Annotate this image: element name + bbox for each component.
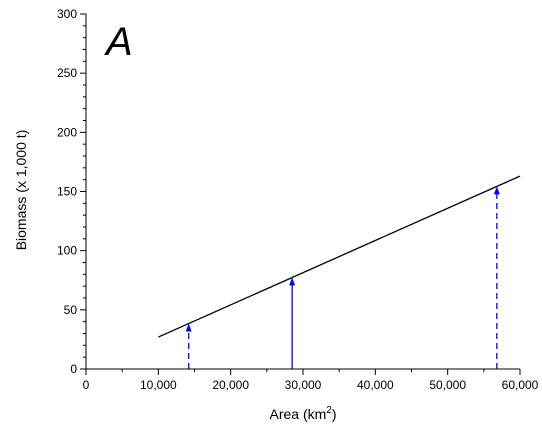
- regression-line: [158, 175, 521, 338]
- y-tick-label: 50: [64, 303, 78, 317]
- plot-area: [158, 175, 521, 369]
- panel-label: A: [104, 20, 133, 64]
- x-tick-label: 60,000: [502, 378, 539, 392]
- x-tick-label: 10,000: [140, 378, 177, 392]
- y-tick-label: 150: [57, 185, 77, 199]
- x-tick-label: 0: [83, 378, 90, 392]
- y-axis-title: Biomass (x 1,000 t): [13, 130, 29, 251]
- axes: 0 10,000 20,000 30,000 40,000 50,000 60,000 0 50…: [57, 7, 539, 392]
- y-tick-label: 0: [70, 362, 77, 376]
- y-tick-label: 100: [57, 244, 77, 258]
- x-tick-label: 30,000: [285, 378, 322, 392]
- x-axis-title-main: Area (km: [269, 406, 326, 422]
- arrow-head: [289, 277, 296, 286]
- x-tick-label: 50,000: [429, 378, 466, 392]
- x-axis-title-end: ): [332, 406, 337, 422]
- y-tick-label: 250: [57, 66, 77, 80]
- y-tick-label: 300: [57, 7, 77, 21]
- x-tick-label: 40,000: [357, 378, 394, 392]
- arrow-head: [493, 186, 500, 195]
- x-tick-label: 20,000: [212, 378, 249, 392]
- x-axis-title-sup: 2: [326, 405, 332, 416]
- y-tick-label: 200: [57, 125, 77, 139]
- x-axis-title: Area (km2): [269, 405, 336, 422]
- arrow-head: [185, 323, 192, 332]
